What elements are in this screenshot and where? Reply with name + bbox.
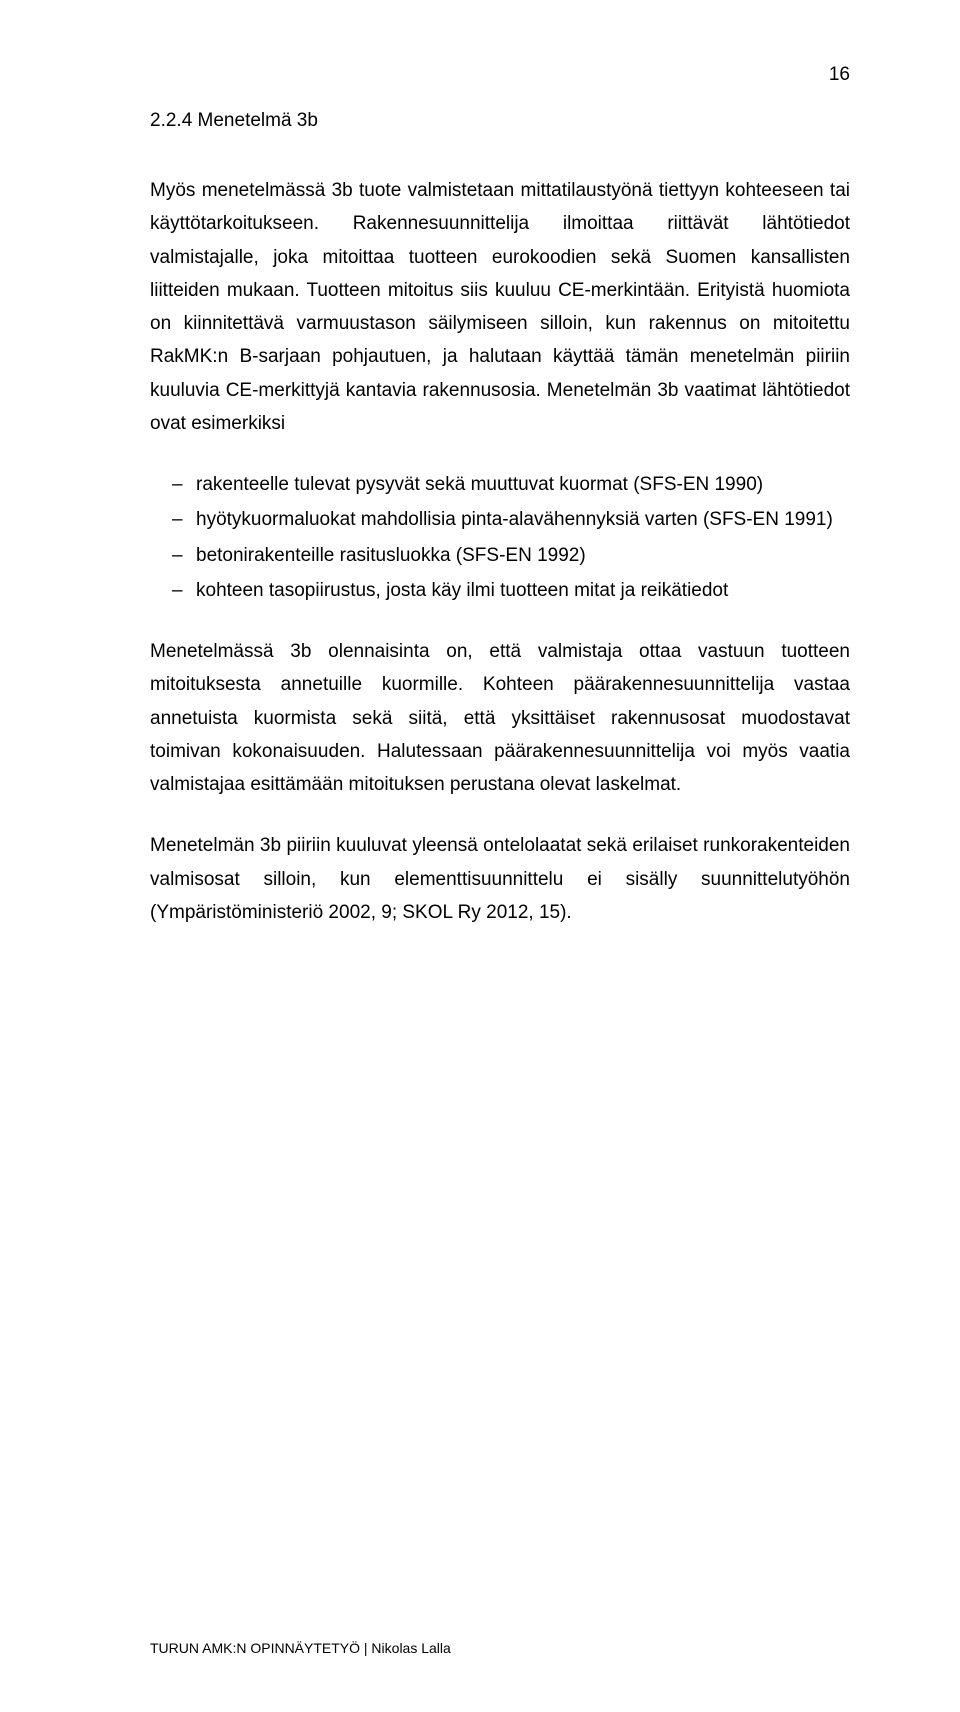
page-content: 2.2.4 Menetelmä 3b Myös menetelmässä 3b … bbox=[150, 110, 850, 929]
list-item: hyötykuormaluokat mahdollisia pinta-alav… bbox=[150, 503, 850, 536]
list-item: betonirakenteille rasitusluokka (SFS-EN … bbox=[150, 539, 850, 572]
page-number: 16 bbox=[829, 64, 850, 86]
footer-text: TURUN AMK:N OPINNÄYTETYÖ | Nikolas Lalla bbox=[150, 1640, 451, 1656]
paragraph-intro: Myös menetelmässä 3b tuote valmistetaan … bbox=[150, 174, 850, 440]
section-heading: 2.2.4 Menetelmä 3b bbox=[150, 110, 850, 132]
document-page: 16 2.2.4 Menetelmä 3b Myös menetelmässä … bbox=[0, 0, 960, 1712]
list-item: rakenteelle tulevat pysyvät sekä muuttuv… bbox=[150, 468, 850, 501]
list-item: kohteen tasopiirustus, josta käy ilmi tu… bbox=[150, 574, 850, 607]
requirements-list: rakenteelle tulevat pysyvät sekä muuttuv… bbox=[150, 468, 850, 607]
paragraph-responsibility: Menetelmässä 3b olennaisinta on, että va… bbox=[150, 635, 850, 801]
paragraph-scope: Menetelmän 3b piiriin kuuluvat yleensä o… bbox=[150, 829, 850, 929]
